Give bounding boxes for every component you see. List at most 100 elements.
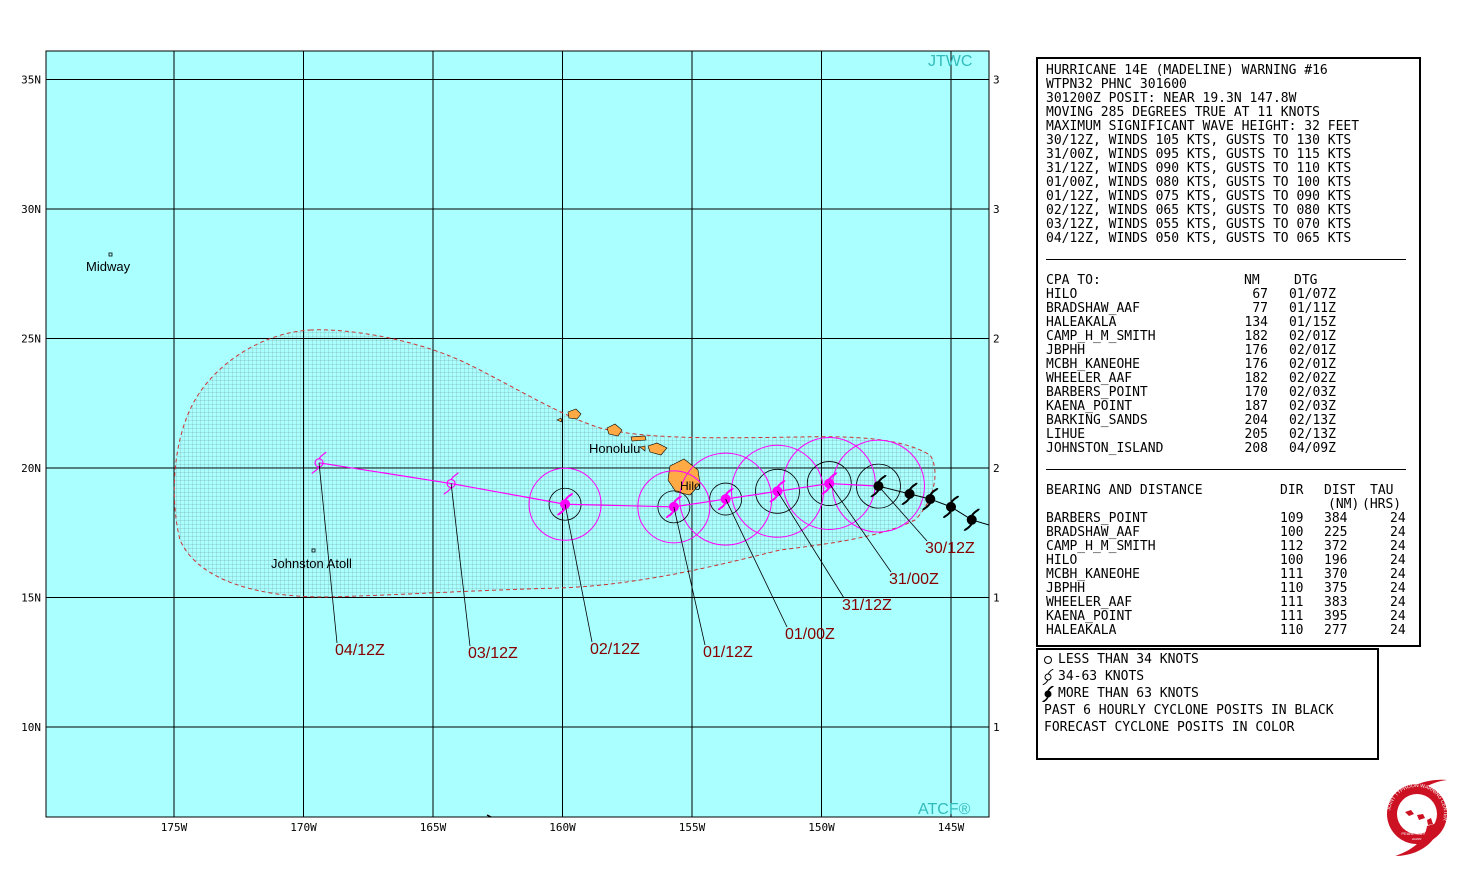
- bd-row-tau: 24: [1390, 595, 1406, 610]
- cpa-row-name: CAMP_H_M_SMITH: [1046, 329, 1156, 344]
- warning-line: WTPN32 PHNC 301600: [1046, 77, 1187, 92]
- cpa-row-name: BARKING_SANDS: [1046, 413, 1148, 428]
- place-label-hilo: Hilo: [680, 479, 701, 493]
- bd-row-dist: 225: [1324, 525, 1348, 540]
- cpa-row-dtg: 02/03Z: [1289, 399, 1336, 414]
- midway-marker: [108, 252, 113, 257]
- warning-line: 31/12Z, WINDS 090 KTS, GUSTS TO 110 KTS: [1046, 161, 1352, 176]
- warning-line: MOVING 285 DEGREES TRUE AT 11 KNOTS: [1046, 105, 1320, 120]
- cpa-row-nm: 176: [1244, 357, 1268, 372]
- bd-row-tau: 24: [1390, 553, 1406, 568]
- legend-symbols: [1042, 656, 1054, 703]
- bd-row-dir: 111: [1280, 595, 1304, 610]
- forecast-position-icon: [443, 472, 459, 495]
- cpa-row-dtg: 02/01Z: [1289, 329, 1336, 344]
- warning-line: MAXIMUM SIGNIFICANT WAVE HEIGHT: 32 FEET: [1046, 119, 1360, 134]
- tau-label: 31/00Z: [889, 571, 939, 588]
- bd-row-name: HILO: [1046, 553, 1078, 568]
- bd-row-tau: 24: [1390, 511, 1406, 526]
- wind-radius-34kt: [637, 470, 711, 544]
- cpa-row-nm: 176: [1244, 343, 1268, 358]
- wind-radius-64kt: [806, 461, 852, 506]
- legend-note-past: PAST 6 HOURLY CYCLONE POSITS IN BLACK: [1044, 703, 1334, 718]
- lat-label-left: 25N: [21, 333, 41, 346]
- bd-header: BEARING AND DISTANCE: [1046, 483, 1203, 498]
- bd-row-dir: 100: [1280, 553, 1304, 568]
- cpa-row-nm: 134: [1244, 315, 1268, 330]
- lon-label: 150W: [808, 821, 835, 834]
- tau-label: 03/12Z: [468, 645, 518, 662]
- cpa-row-name: HILO: [1046, 287, 1078, 302]
- cpa-row-nm: 67: [1252, 287, 1268, 302]
- bd-row-tau: 24: [1390, 609, 1406, 624]
- tau-leaders: 30/12Z 31/00Z 31/12Z 01/00Z 01/12Z 02/12Z 03/1…: [318, 462, 975, 662]
- bd-row-dist: 277: [1324, 623, 1348, 638]
- past-position-icon: [922, 487, 939, 511]
- cpa-row-nm: 187: [1244, 399, 1268, 414]
- tau-leader-line: [564, 504, 593, 643]
- forecast-position-icon: [717, 487, 734, 511]
- tau-leader-line: [828, 483, 892, 573]
- kauai-island: [567, 408, 582, 420]
- lat-lon-grid: [46, 51, 989, 817]
- past-position-icon: [963, 508, 980, 532]
- wind-radii: [528, 437, 925, 546]
- lat-label-right: 30N: [993, 203, 1000, 216]
- cpa-row-dtg: 02/13Z: [1289, 413, 1336, 428]
- wind-radius-64kt: [709, 482, 743, 516]
- cpa-row-name: LIHUE: [1046, 427, 1086, 442]
- lanai-island: [639, 445, 646, 452]
- bd-row-dist: 384: [1324, 511, 1348, 526]
- storm-track-map: 30/12Z 31/00Z 31/12Z 01/00Z 01/12Z 02/12Z 03/1…: [21, 50, 1000, 835]
- tau-leader-line: [878, 485, 928, 542]
- oahu-island: [606, 423, 623, 437]
- lat-label-left: 10N: [21, 721, 41, 734]
- legend-note-forecast: FORECAST CYCLONE POSITS IN COLOR: [1044, 720, 1295, 735]
- legend-item-storm: 34-63 KNOTS: [1058, 669, 1145, 684]
- axis-labels: 175W 170W 165W 160W 155W 150W 145W 35N 35N 30N 30N…: [21, 74, 1000, 835]
- danger-swath: [173, 329, 936, 598]
- tau-leader-line: [725, 498, 788, 628]
- lat-label-left: 15N: [21, 592, 41, 605]
- bd-row-dist: 395: [1324, 609, 1348, 624]
- cpa-row-name: JOHNSTON_ISLAND: [1046, 441, 1164, 456]
- tau-label: 30/12Z: [925, 540, 975, 557]
- bd-row-tau: 24: [1390, 567, 1406, 582]
- legend-storm-icon: [1042, 668, 1054, 686]
- tau-leader-line: [777, 491, 845, 599]
- lon-label: 155W: [679, 821, 706, 834]
- cpa-row-dtg: 01/11Z: [1289, 301, 1336, 316]
- wind-radius-34kt: [679, 452, 773, 546]
- cpa-row-name: BARBERS_POINT: [1046, 385, 1148, 400]
- bd-subheader-nm: (NM): [1328, 497, 1360, 512]
- bd-row-tau: 24: [1390, 623, 1406, 638]
- cpa-row-nm: 77: [1252, 301, 1268, 316]
- lat-label-left: 30N: [21, 203, 41, 216]
- legend-circle-icon: [1044, 656, 1052, 664]
- lon-label: 145W: [938, 821, 965, 834]
- tau-leader-line: [673, 506, 706, 646]
- tau-label: 02/12Z: [590, 641, 640, 658]
- bd-row-dist: 383: [1324, 595, 1348, 610]
- cpa-row-dtg: 02/01Z: [1289, 343, 1336, 358]
- bd-row-name: MCBH_KANEOHE: [1046, 567, 1140, 582]
- wind-radius-34kt: [730, 444, 824, 538]
- tau-label: 31/12Z: [842, 597, 892, 614]
- bd-row-name: HALEAKALA: [1046, 623, 1117, 638]
- warning-line: HURRICANE 14E (MADELINE) WARNING #16: [1046, 63, 1328, 78]
- lat-label-right: 15N: [993, 592, 1000, 605]
- tau-label: 01/12Z: [703, 644, 753, 661]
- bd-row-dist: 196: [1324, 553, 1348, 568]
- cpa-row-name: BRADSHAW_AAF: [1046, 301, 1140, 316]
- forecast-track-line: [318, 462, 879, 508]
- cpa-row-nm: 208: [1244, 441, 1268, 456]
- cpa-row-dtg: 02/13Z: [1289, 427, 1336, 442]
- cpa-row-name: JBPHH: [1046, 343, 1086, 358]
- bd-row-name: WHEELER_AAF: [1046, 595, 1133, 610]
- bd-row-name: BARBERS_POINT: [1046, 511, 1148, 526]
- past-position-icon: [943, 495, 959, 519]
- bd-row-tau: 24: [1390, 539, 1406, 554]
- cpa-row-nm: 204: [1244, 413, 1268, 428]
- logo-bottom-text: PEARL HARBOR: [1401, 831, 1432, 836]
- warning-line: 04/12Z, WINDS 050 KTS, GUSTS TO 065 KTS: [1046, 231, 1352, 246]
